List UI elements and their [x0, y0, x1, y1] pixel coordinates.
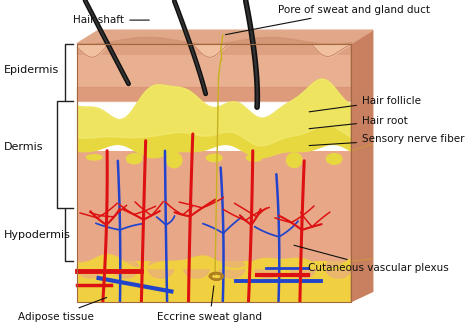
Text: Hair follicle: Hair follicle	[309, 95, 421, 112]
Text: Hair root: Hair root	[309, 116, 408, 129]
Ellipse shape	[290, 258, 316, 278]
Polygon shape	[77, 30, 373, 44]
Text: Eccrine sweat gland: Eccrine sweat gland	[157, 286, 263, 322]
Ellipse shape	[113, 258, 138, 278]
Ellipse shape	[148, 258, 174, 278]
Bar	[77, 44, 351, 100]
Ellipse shape	[246, 154, 262, 161]
Ellipse shape	[326, 258, 351, 278]
Ellipse shape	[286, 153, 302, 168]
Text: Pore of sweat and gland duct: Pore of sweat and gland duct	[226, 5, 430, 35]
Ellipse shape	[127, 154, 142, 164]
Ellipse shape	[87, 155, 102, 160]
Text: Adipose tissue: Adipose tissue	[18, 297, 107, 322]
Text: Hypodermis: Hypodermis	[4, 229, 71, 240]
Text: Sensory nerve fiber: Sensory nerve fiber	[309, 134, 465, 145]
Ellipse shape	[77, 258, 103, 278]
Ellipse shape	[166, 153, 182, 168]
Text: Dermis: Dermis	[4, 142, 44, 152]
Bar	[77, 151, 351, 261]
Polygon shape	[351, 30, 373, 302]
Ellipse shape	[327, 154, 342, 164]
Bar	[77, 44, 351, 302]
Bar	[77, 261, 351, 302]
Ellipse shape	[207, 154, 222, 161]
Text: Epidermis: Epidermis	[4, 65, 60, 75]
Text: Hair shaft: Hair shaft	[73, 15, 149, 25]
Ellipse shape	[219, 258, 245, 278]
Ellipse shape	[255, 258, 280, 278]
Text: Cutaneous vascular plexus: Cutaneous vascular plexus	[294, 245, 449, 273]
Ellipse shape	[183, 258, 210, 278]
